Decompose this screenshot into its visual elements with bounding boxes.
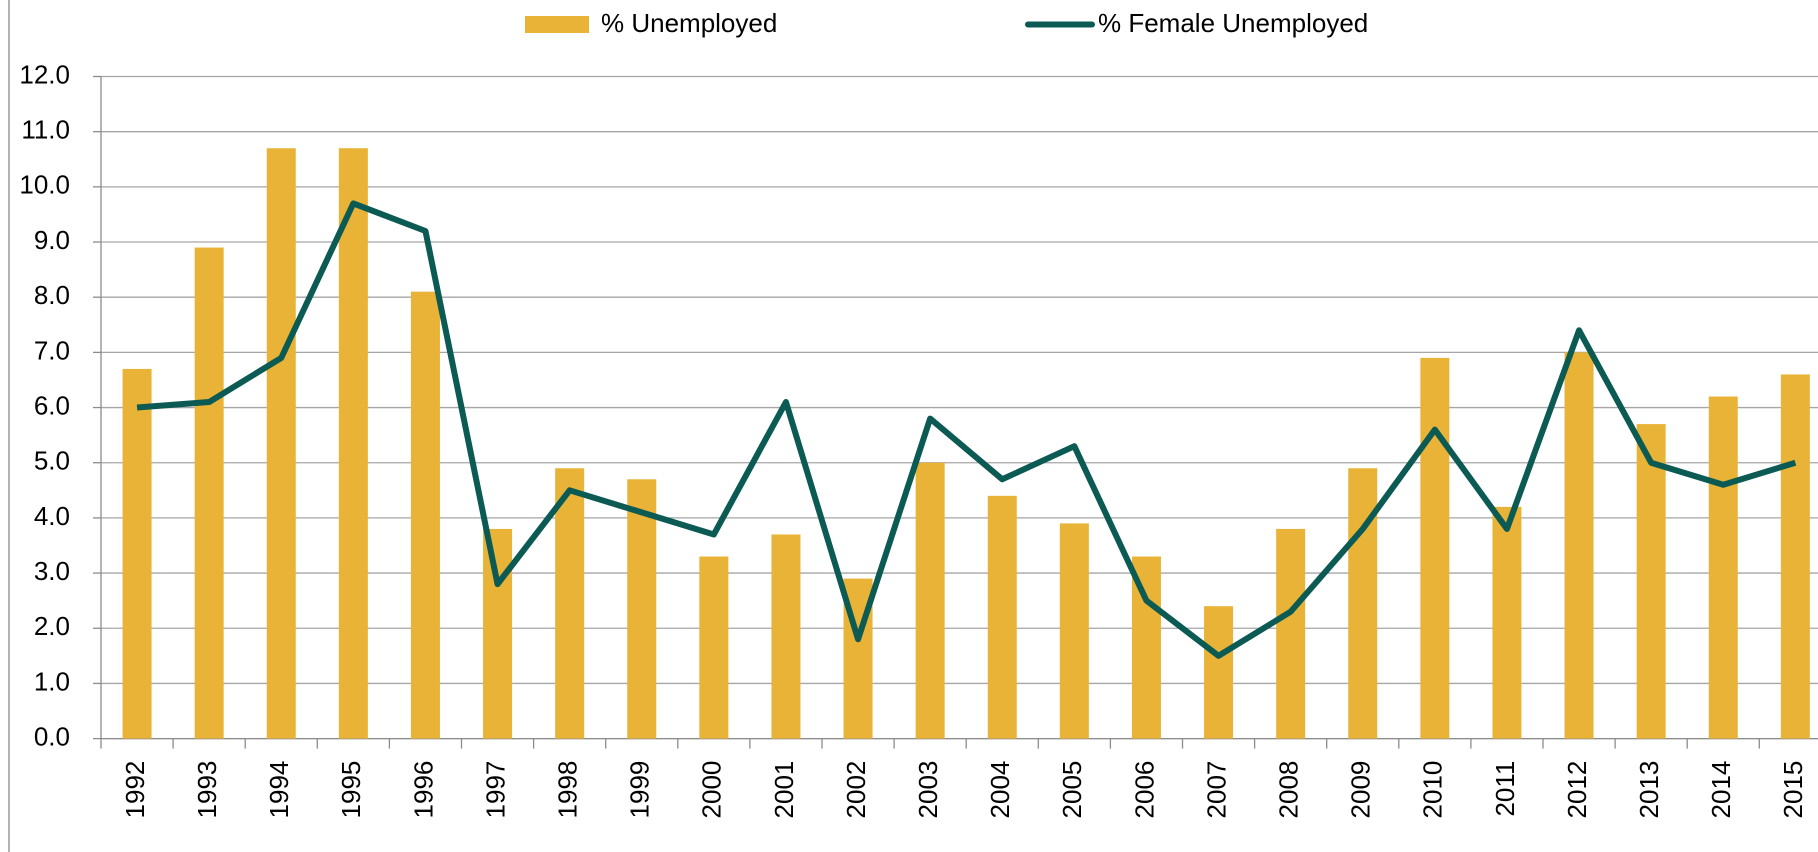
y-tick-label: 12.0 bbox=[19, 59, 70, 89]
x-tick-label: 1994 bbox=[264, 761, 294, 819]
bar bbox=[122, 368, 152, 739]
line bbox=[136, 200, 1797, 659]
y-tick-label: 6.0 bbox=[34, 390, 70, 420]
y-tick-label: 11.0 bbox=[21, 115, 70, 145]
y-tick-label: 3.0 bbox=[34, 556, 70, 586]
bar bbox=[266, 148, 296, 739]
x-tick-label: 2002 bbox=[841, 761, 871, 819]
x-tick-label: 2011 bbox=[1490, 761, 1520, 817]
y-tick-label: 2.0 bbox=[34, 611, 70, 641]
y-tick-label: 8.0 bbox=[34, 280, 70, 310]
legend-label: % Unemployed bbox=[601, 8, 777, 38]
bar bbox=[627, 479, 657, 739]
bar bbox=[1420, 357, 1450, 739]
x-tick-label: 2014 bbox=[1706, 761, 1736, 819]
bar bbox=[915, 462, 945, 739]
x-tick-label: 2009 bbox=[1346, 761, 1376, 819]
y-tick-label: 4.0 bbox=[34, 501, 70, 531]
bar bbox=[1204, 606, 1234, 739]
x-tick-label: 2012 bbox=[1562, 761, 1592, 819]
y-tick-label: 9.0 bbox=[34, 225, 70, 255]
bar bbox=[1708, 396, 1738, 739]
bar bbox=[771, 534, 801, 739]
bar bbox=[338, 148, 368, 739]
x-tick-label: 2006 bbox=[1129, 761, 1159, 819]
x-tick-label: 1992 bbox=[120, 761, 150, 819]
legend-label: % Female Unemployed bbox=[1098, 8, 1368, 38]
x-tick-label: 1996 bbox=[408, 761, 438, 819]
bar bbox=[1059, 523, 1089, 739]
bar bbox=[555, 468, 585, 739]
bar bbox=[987, 495, 1017, 739]
bar bbox=[483, 528, 513, 739]
x-tick-label: 2001 bbox=[769, 761, 799, 819]
x-tick-label: 2013 bbox=[1634, 761, 1664, 819]
bar bbox=[410, 291, 440, 739]
y-tick-label: 10.0 bbox=[19, 170, 70, 200]
y-tick-label: 5.0 bbox=[34, 446, 70, 476]
x-tick-label: 2004 bbox=[985, 761, 1015, 819]
bar bbox=[1276, 528, 1306, 739]
x-tick-label: 1993 bbox=[192, 761, 222, 819]
legend-swatch bbox=[525, 16, 589, 33]
bar bbox=[1636, 424, 1666, 739]
y-tick-label: 7.0 bbox=[34, 335, 70, 365]
bar bbox=[699, 556, 729, 739]
bar bbox=[1780, 374, 1810, 739]
x-tick-label: 1998 bbox=[553, 761, 583, 819]
x-tick-label: 2000 bbox=[697, 761, 727, 819]
x-tick-label: 2015 bbox=[1778, 761, 1808, 819]
x-tick-label: 1999 bbox=[625, 761, 655, 819]
x-tick-label: 2007 bbox=[1201, 761, 1231, 819]
x-tick-label: 2008 bbox=[1274, 761, 1304, 819]
bar bbox=[1492, 506, 1522, 739]
bar bbox=[1564, 352, 1594, 739]
x-tick-label: 2003 bbox=[913, 761, 943, 819]
x-tick-label: 1995 bbox=[336, 761, 366, 819]
x-tick-label: 2005 bbox=[1057, 761, 1087, 819]
y-tick-label: 0.0 bbox=[34, 721, 70, 751]
y-tick-label: 1.0 bbox=[34, 666, 70, 696]
x-tick-label: 2010 bbox=[1418, 761, 1448, 819]
bar bbox=[1348, 468, 1378, 739]
x-tick-label: 1997 bbox=[480, 761, 510, 819]
bar bbox=[194, 247, 224, 739]
